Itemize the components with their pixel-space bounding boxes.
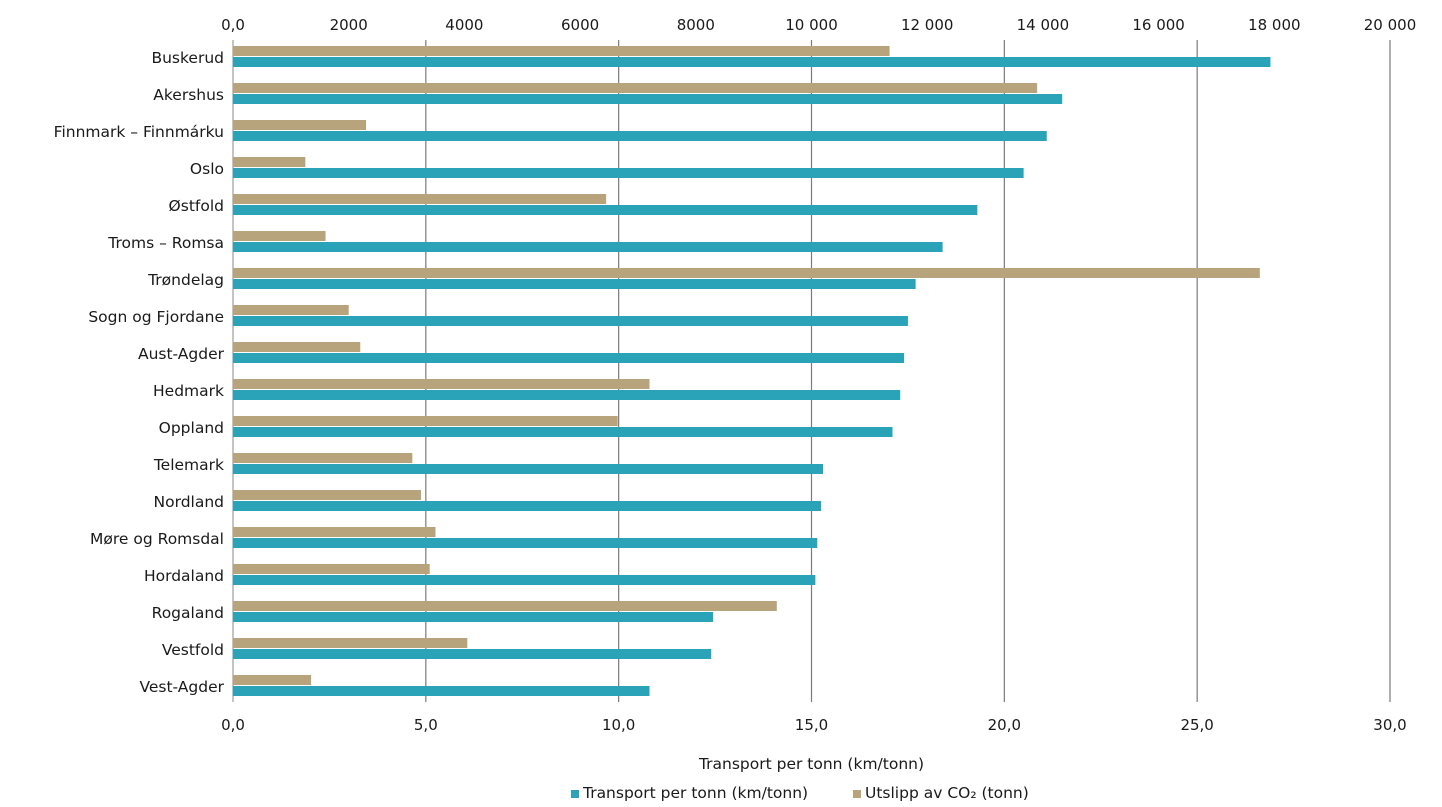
bar-co2 xyxy=(233,120,367,130)
bar-co2 xyxy=(233,601,777,611)
category-label: Trøndelag xyxy=(147,271,224,289)
bottom-tick-label: 25,0 xyxy=(1180,716,1213,734)
bar-transport xyxy=(233,427,893,437)
bar-transport xyxy=(233,57,1271,67)
bar-transport xyxy=(233,464,824,474)
bar-transport xyxy=(233,168,1024,178)
category-label: Finnmark – Finnmárku xyxy=(54,123,224,141)
category-label: Møre og Romsdal xyxy=(90,530,224,548)
bar-transport xyxy=(233,612,714,622)
top-tick-label: 10 000 xyxy=(785,16,838,34)
bar-transport xyxy=(233,316,908,326)
bar-co2 xyxy=(233,416,618,426)
bar-co2 xyxy=(233,638,468,648)
category-label: Vestfold xyxy=(162,641,224,659)
bar-transport xyxy=(233,353,905,363)
category-label: Oppland xyxy=(159,419,224,437)
top-tick-label: 14 000 xyxy=(1017,16,1070,34)
category-label: Vest-Agder xyxy=(139,678,224,696)
bar-transport xyxy=(233,279,916,289)
bar-transport xyxy=(233,538,818,548)
x-axis-title: Transport per tonn (km/tonn) xyxy=(698,755,924,773)
bottom-tick-label: 20,0 xyxy=(988,716,1021,734)
bar-transport xyxy=(233,575,816,585)
bar-co2 xyxy=(233,157,306,167)
top-tick-label: 8000 xyxy=(677,16,715,34)
bar-co2 xyxy=(233,564,430,574)
category-label: Hordaland xyxy=(144,567,224,585)
category-label: Hedmark xyxy=(153,382,224,400)
top-tick-label: 4000 xyxy=(445,16,483,34)
category-label: Oslo xyxy=(190,160,224,178)
bar-transport xyxy=(233,94,1063,104)
bar-co2 xyxy=(233,268,1260,278)
category-label: Aust-Agder xyxy=(138,345,225,363)
top-tick-label: 20 000 xyxy=(1364,16,1417,34)
top-tick-label: 2000 xyxy=(330,16,368,34)
top-tick-label: 0,0 xyxy=(221,16,245,34)
bar-co2 xyxy=(233,342,361,352)
bottom-tick-label: 0,0 xyxy=(221,716,245,734)
bottom-tick-label: 30,0 xyxy=(1373,716,1406,734)
bar-co2 xyxy=(233,83,1038,93)
bar-transport xyxy=(233,131,1047,141)
legend-swatch-co2 xyxy=(853,790,861,798)
bar-co2 xyxy=(233,194,607,204)
bar-co2 xyxy=(233,231,326,241)
top-tick-label: 18 000 xyxy=(1248,16,1301,34)
bottom-tick-label: 5,0 xyxy=(414,716,438,734)
top-tick-label: 6000 xyxy=(561,16,599,34)
bar-co2 xyxy=(233,453,413,463)
category-label: Nordland xyxy=(154,493,224,511)
bar-co2 xyxy=(233,490,422,500)
category-label: Buskerud xyxy=(151,49,224,67)
bottom-tick-label: 15,0 xyxy=(795,716,828,734)
bar-transport xyxy=(233,649,712,659)
bar-co2 xyxy=(233,305,349,315)
legend-swatch-transport xyxy=(571,790,579,798)
top-tick-label: 12 000 xyxy=(901,16,954,34)
category-label: Akershus xyxy=(153,86,224,104)
bar-transport xyxy=(233,390,901,400)
category-label: Østfold xyxy=(169,197,224,215)
bar-transport xyxy=(233,242,943,252)
bar-co2 xyxy=(233,46,890,56)
category-label: Rogaland xyxy=(152,604,224,622)
category-label: Troms – Romsa xyxy=(107,234,224,252)
bar-transport xyxy=(233,501,822,511)
top-tick-label: 16 000 xyxy=(1132,16,1185,34)
legend-label-transport: Transport per tonn (km/tonn) xyxy=(582,784,808,802)
bar-transport xyxy=(233,205,978,215)
bar-transport xyxy=(233,686,650,696)
category-label: Sogn og Fjordane xyxy=(88,308,224,326)
bottom-tick-label: 10,0 xyxy=(602,716,635,734)
bar-co2 xyxy=(233,675,312,685)
category-label: Telemark xyxy=(153,456,224,474)
bar-co2 xyxy=(233,379,650,389)
legend-label-co2: Utslipp av CO₂ (tonn) xyxy=(865,784,1029,802)
bar-co2 xyxy=(233,527,436,537)
